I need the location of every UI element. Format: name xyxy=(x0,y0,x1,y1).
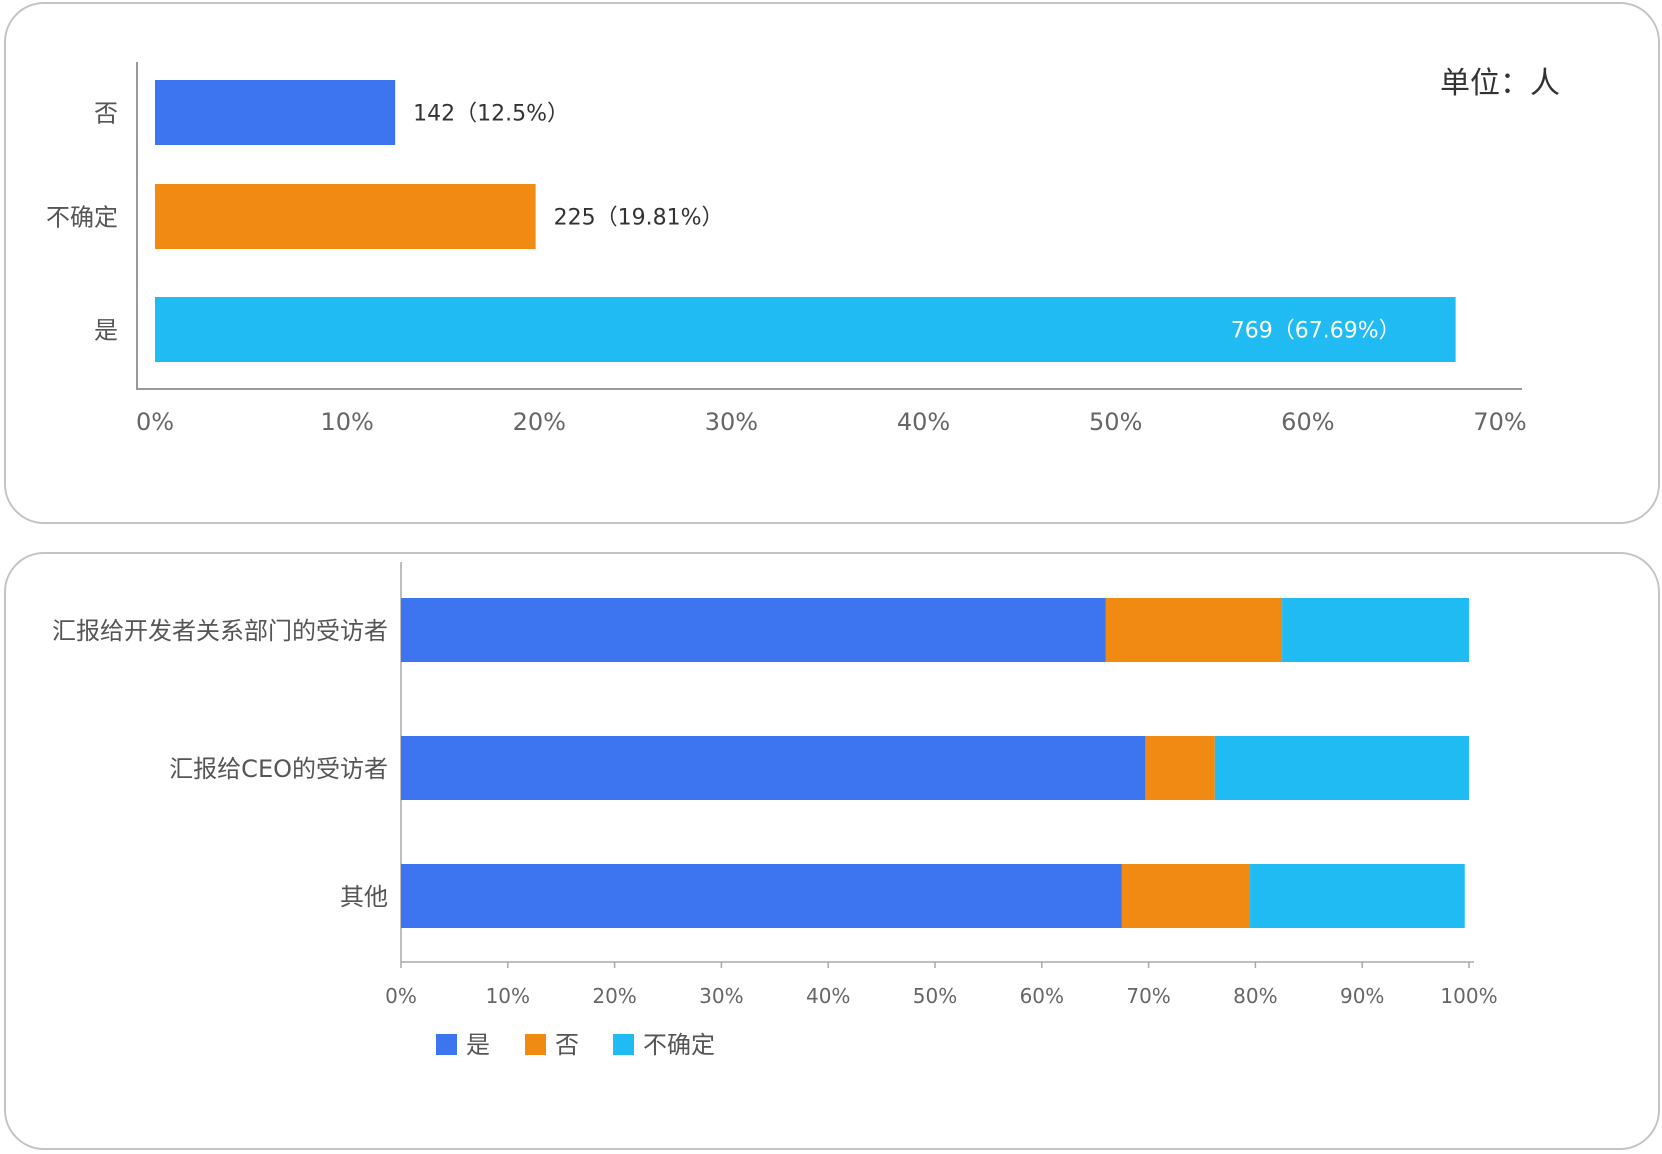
legend-swatch xyxy=(613,1034,634,1055)
x-tick-label: 100% xyxy=(1440,984,1497,1008)
category-label: 汇报给开发者关系部门的受访者 xyxy=(52,617,388,645)
legend-label: 不确定 xyxy=(643,1031,715,1059)
bar-segment-3-1 xyxy=(401,864,1122,928)
x-tick-label: 70% xyxy=(1473,408,1526,436)
category-label: 不确定 xyxy=(46,204,118,232)
bar-segment-1-3 xyxy=(1282,598,1469,662)
legend-label: 否 xyxy=(555,1031,579,1059)
x-tick-label: 50% xyxy=(913,984,957,1008)
legend-label: 是 xyxy=(466,1031,490,1059)
x-tick-label: 60% xyxy=(1020,984,1064,1008)
x-tick-label: 90% xyxy=(1340,984,1384,1008)
category-label: 汇报给CEO的受访者 xyxy=(169,755,388,783)
x-tick-label: 20% xyxy=(592,984,636,1008)
category-label: 是 xyxy=(94,317,118,345)
data-label: 142（12.5%） xyxy=(413,102,569,127)
x-tick-label: 0% xyxy=(385,984,417,1008)
bar-3 xyxy=(155,297,1456,362)
bar-segment-2-3 xyxy=(1214,736,1469,800)
x-tick-label: 30% xyxy=(705,408,758,436)
bar-segment-3-2 xyxy=(1121,864,1251,928)
x-tick-label: 60% xyxy=(1281,408,1334,436)
data-label: 225（19.81%） xyxy=(554,206,724,231)
x-tick-label: 0% xyxy=(136,408,174,436)
data-label: 769（67.69%） xyxy=(1231,319,1401,344)
x-tick-label: 50% xyxy=(1089,408,1142,436)
bar-segment-1-2 xyxy=(1105,598,1283,662)
category-label: 其他 xyxy=(340,883,388,911)
x-tick-label: 40% xyxy=(806,984,850,1008)
x-tick-label: 10% xyxy=(320,408,373,436)
x-tick-label: 20% xyxy=(513,408,566,436)
bar-segment-2-2 xyxy=(1145,736,1215,800)
legend-swatch xyxy=(436,1034,457,1055)
bar-segment-1-1 xyxy=(401,598,1106,662)
category-label: 否 xyxy=(94,100,118,128)
bar-1 xyxy=(155,80,396,145)
legend-swatch xyxy=(525,1034,546,1055)
x-tick-label: 40% xyxy=(897,408,950,436)
x-tick-label: 30% xyxy=(699,984,743,1008)
x-tick-label: 70% xyxy=(1126,984,1170,1008)
bar-segment-2-1 xyxy=(401,736,1146,800)
unit-label: 单位：人 xyxy=(1440,66,1560,101)
bar-segment-3-3 xyxy=(1250,864,1465,928)
x-tick-label: 80% xyxy=(1233,984,1277,1008)
x-tick-label: 10% xyxy=(486,984,530,1008)
bar-2 xyxy=(155,184,536,249)
